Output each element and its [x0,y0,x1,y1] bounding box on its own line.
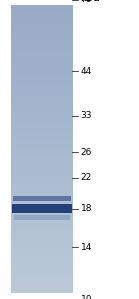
Text: 33: 33 [81,111,92,120]
Text: 26: 26 [81,148,92,157]
Text: 18: 18 [81,204,92,213]
Text: 10: 10 [81,295,92,299]
Text: kDa: kDa [81,0,100,3]
Bar [12,205,72,213]
Text: 44: 44 [81,67,92,76]
Bar [14,215,70,219]
Text: 70: 70 [81,0,92,4]
Text: 22: 22 [81,173,92,182]
Bar [13,196,71,202]
Text: 14: 14 [81,243,92,252]
